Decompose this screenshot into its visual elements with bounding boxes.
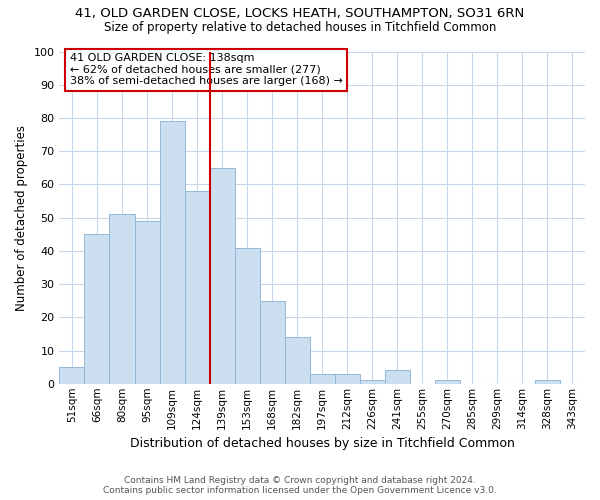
Bar [209,168,235,384]
Bar [535,380,560,384]
Bar [134,221,160,384]
Bar [160,122,185,384]
Bar [260,300,284,384]
Text: 41 OLD GARDEN CLOSE: 138sqm
← 62% of detached houses are smaller (277)
38% of se: 41 OLD GARDEN CLOSE: 138sqm ← 62% of det… [70,53,343,86]
Bar [360,380,385,384]
Bar [310,374,335,384]
Bar [335,374,360,384]
X-axis label: Distribution of detached houses by size in Titchfield Common: Distribution of detached houses by size … [130,437,515,450]
Bar [435,380,460,384]
Bar [109,214,134,384]
Bar [185,191,209,384]
Text: Contains HM Land Registry data © Crown copyright and database right 2024.
Contai: Contains HM Land Registry data © Crown c… [103,476,497,495]
Bar [235,248,260,384]
Y-axis label: Number of detached properties: Number of detached properties [15,124,28,310]
Bar [385,370,410,384]
Text: Size of property relative to detached houses in Titchfield Common: Size of property relative to detached ho… [104,21,496,34]
Bar [284,337,310,384]
Text: 41, OLD GARDEN CLOSE, LOCKS HEATH, SOUTHAMPTON, SO31 6RN: 41, OLD GARDEN CLOSE, LOCKS HEATH, SOUTH… [76,8,524,20]
Bar [59,367,85,384]
Bar [85,234,109,384]
